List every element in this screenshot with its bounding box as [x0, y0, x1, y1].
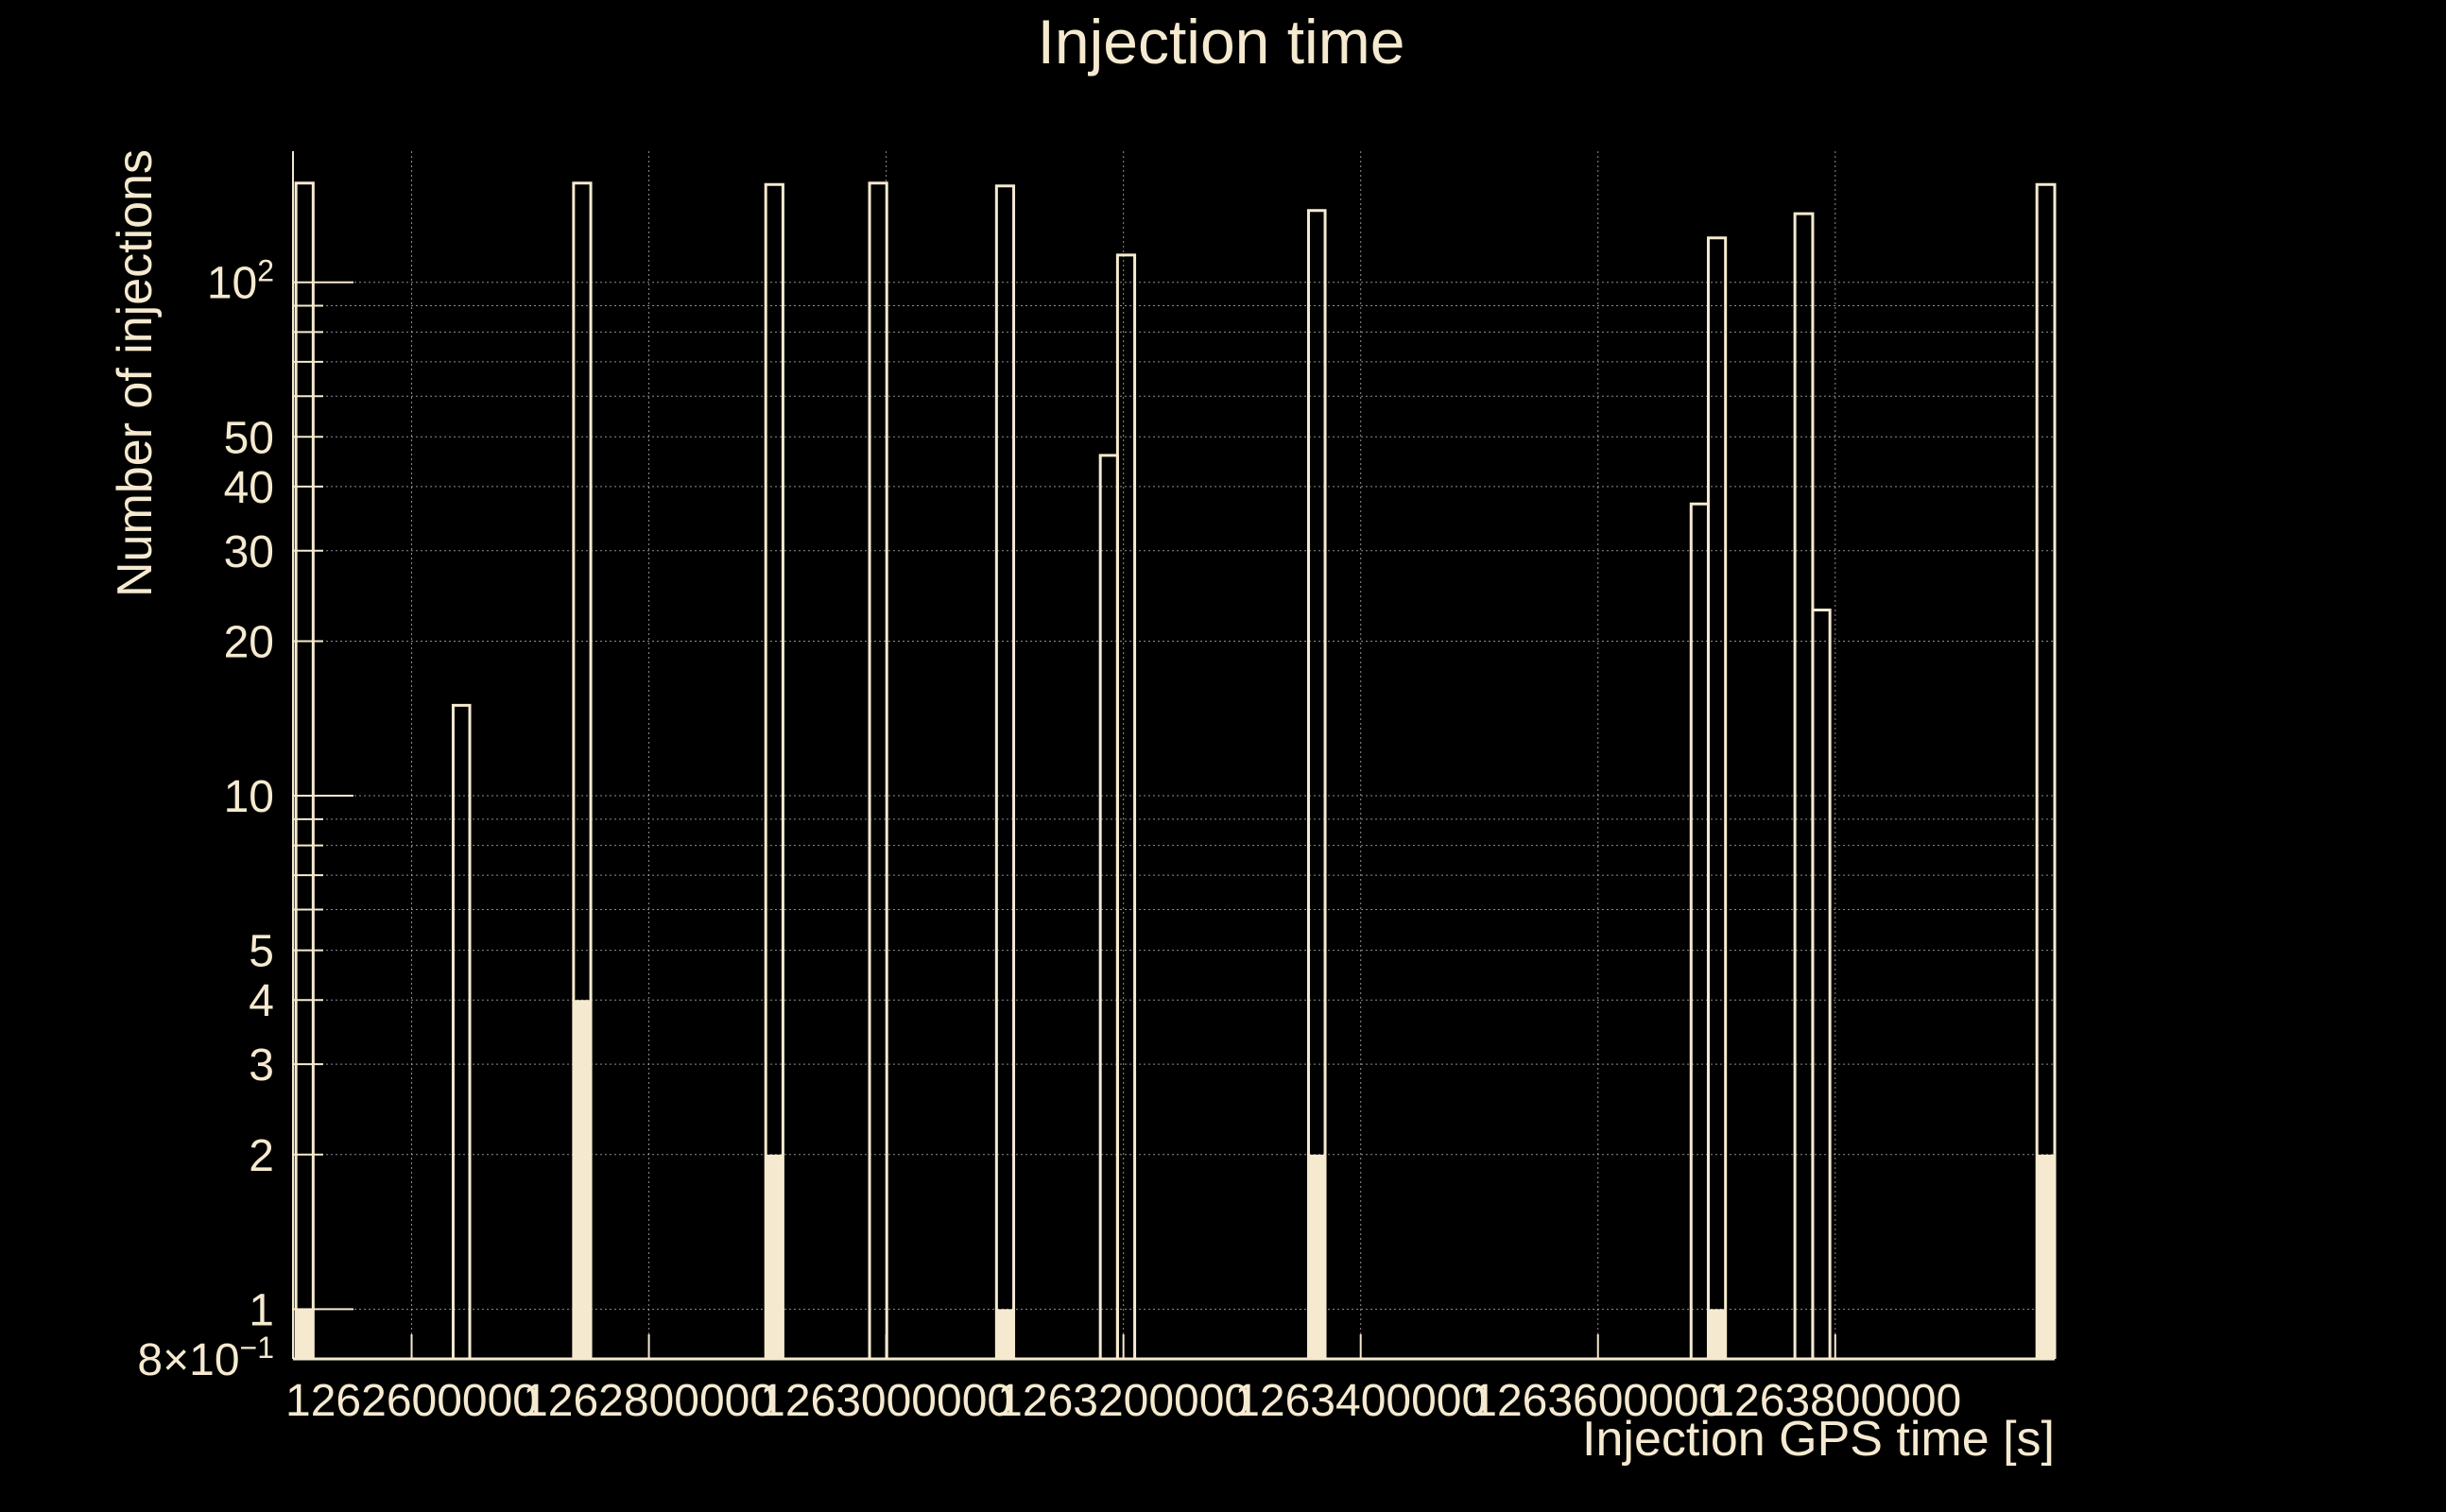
y-tick-label: 50: [224, 413, 274, 463]
outline-bar: [1706, 236, 1728, 1359]
outline-bar: [1115, 253, 1137, 1359]
outline-bar: [451, 703, 472, 1359]
y-tick-label: 40: [224, 463, 274, 513]
filled-bar: [296, 1309, 314, 1359]
x-tick-label: 1263000000: [760, 1376, 1012, 1426]
axes: [292, 151, 2055, 1361]
x-tick-label: 1263800000: [1709, 1376, 1961, 1426]
chart-title: Injection time: [1038, 7, 1405, 77]
outline-bar: [1306, 209, 1327, 1359]
tick-labels: 1262600000126280000012630000001263200000…: [137, 254, 1961, 1426]
y-tick-label: 20: [224, 617, 274, 667]
outline-bar: [994, 184, 1016, 1359]
y-tick-label: 4: [249, 976, 274, 1026]
y-tick-label: 3: [249, 1040, 274, 1091]
outline-bar: [2035, 182, 2057, 1359]
outline-bar: [294, 181, 315, 1359]
filled-bar: [1308, 1154, 1326, 1359]
x-tick-label: 1262600000: [285, 1376, 538, 1426]
filled-bar: [1708, 1309, 1726, 1359]
outline-bar: [764, 182, 784, 1359]
y-axis-label: Number of injections: [108, 149, 163, 597]
outline-bar: [1811, 608, 1832, 1359]
y-tick-label: 10: [224, 772, 274, 822]
x-tick-label: 1263600000: [1472, 1376, 1724, 1426]
filled-bar: [573, 1000, 592, 1359]
x-tick-label: 1263400000: [1234, 1376, 1487, 1426]
filled-histogram: [296, 1000, 2055, 1359]
x-tick-label: 1262800000: [523, 1376, 775, 1426]
y-tick-label: 30: [224, 527, 274, 577]
x-axis-label: Injection GPS time [s]: [1582, 1412, 2055, 1467]
x-tick-label: 1263200000: [997, 1376, 1249, 1426]
y-tick-label: 1: [249, 1285, 274, 1335]
filled-bar: [996, 1309, 1014, 1359]
filled-bar: [766, 1154, 784, 1359]
y-tick-label: 5: [249, 927, 274, 977]
outline-histogram: [294, 181, 2057, 1359]
filled-bar: [2037, 1154, 2055, 1359]
y-tick-label: 2: [249, 1131, 274, 1181]
outline-bar: [572, 181, 593, 1359]
outline-bar: [868, 181, 888, 1359]
